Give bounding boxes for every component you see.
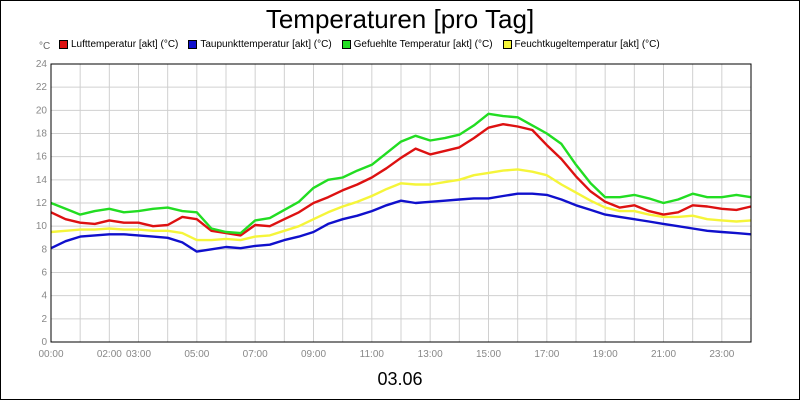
legend-label: Gefuehlte Temperatur [akt] (°C): [353, 39, 493, 50]
y-tick-label: 12: [36, 198, 48, 209]
x-tick-label: 19:00: [593, 349, 618, 360]
y-tick-label: 6: [41, 268, 47, 279]
x-tick-label: 23:00: [709, 349, 734, 360]
y-tick-label: 16: [36, 152, 48, 163]
y-tick-label: 24: [36, 59, 48, 70]
y-tick-label: 10: [36, 221, 48, 232]
legend-swatch: [341, 40, 351, 49]
y-tick-label: 22: [36, 82, 48, 93]
legend-item-feuchtkugel: Feuchtkugeltemperatur [akt] (°C): [502, 39, 660, 50]
x-tick-label: 05:00: [184, 349, 209, 360]
y-tick-label: 4: [41, 291, 47, 302]
series-line-3: [50, 168, 752, 242]
series-line-2: [50, 112, 752, 235]
x-tick-label: 21:00: [651, 349, 676, 360]
legend-swatch: [188, 40, 198, 49]
x-tick-label: 17:00: [534, 349, 559, 360]
x-tick-label: 07:00: [243, 349, 268, 360]
legend-label: Feuchtkugeltemperatur [akt] (°C): [514, 39, 660, 50]
chart-title: Temperaturen [pro Tag]: [265, 4, 535, 34]
x-tick-label: 03:00: [126, 349, 151, 360]
series-line-0: [50, 122, 752, 237]
legend-label: Lufttemperatur [akt] (°C): [71, 39, 179, 50]
y-tick-label: 2: [41, 314, 47, 325]
y-tick-label: 0: [41, 337, 47, 348]
y-unit-label: °C: [39, 41, 51, 52]
x-tick-label: 15:00: [476, 349, 501, 360]
y-tick-label: 18: [36, 129, 48, 140]
plot-area-border: [50, 63, 752, 343]
x-tick-label: 02:00: [97, 349, 122, 360]
x-tick-label: 00:00: [38, 349, 63, 360]
x-tick-label: 13:00: [418, 349, 443, 360]
y-tick-label: 14: [36, 175, 48, 186]
legend-label: Taupunkttemperatur [akt] (°C): [200, 39, 332, 50]
legend-item-taupunkt: Taupunkttemperatur [akt] (°C): [188, 39, 332, 50]
legend-item-lufttemperatur: Lufttemperatur [akt] (°C): [59, 39, 178, 50]
date-label: 03.06: [377, 369, 423, 389]
x-tick-label: 09:00: [301, 349, 326, 360]
legend-item-gefuehlte: Gefuehlte Temperatur [akt] (°C): [341, 39, 493, 50]
y-tick-label: 20: [36, 105, 48, 116]
series-line-1: [50, 192, 752, 253]
x-tick-label: 11:00: [360, 349, 385, 360]
legend-swatch: [59, 40, 68, 49]
y-tick-label: 8: [41, 244, 47, 255]
legend: Lufttemperatur [akt] (°C) Taupunkttemper…: [59, 39, 660, 50]
legend-swatch: [502, 40, 512, 49]
